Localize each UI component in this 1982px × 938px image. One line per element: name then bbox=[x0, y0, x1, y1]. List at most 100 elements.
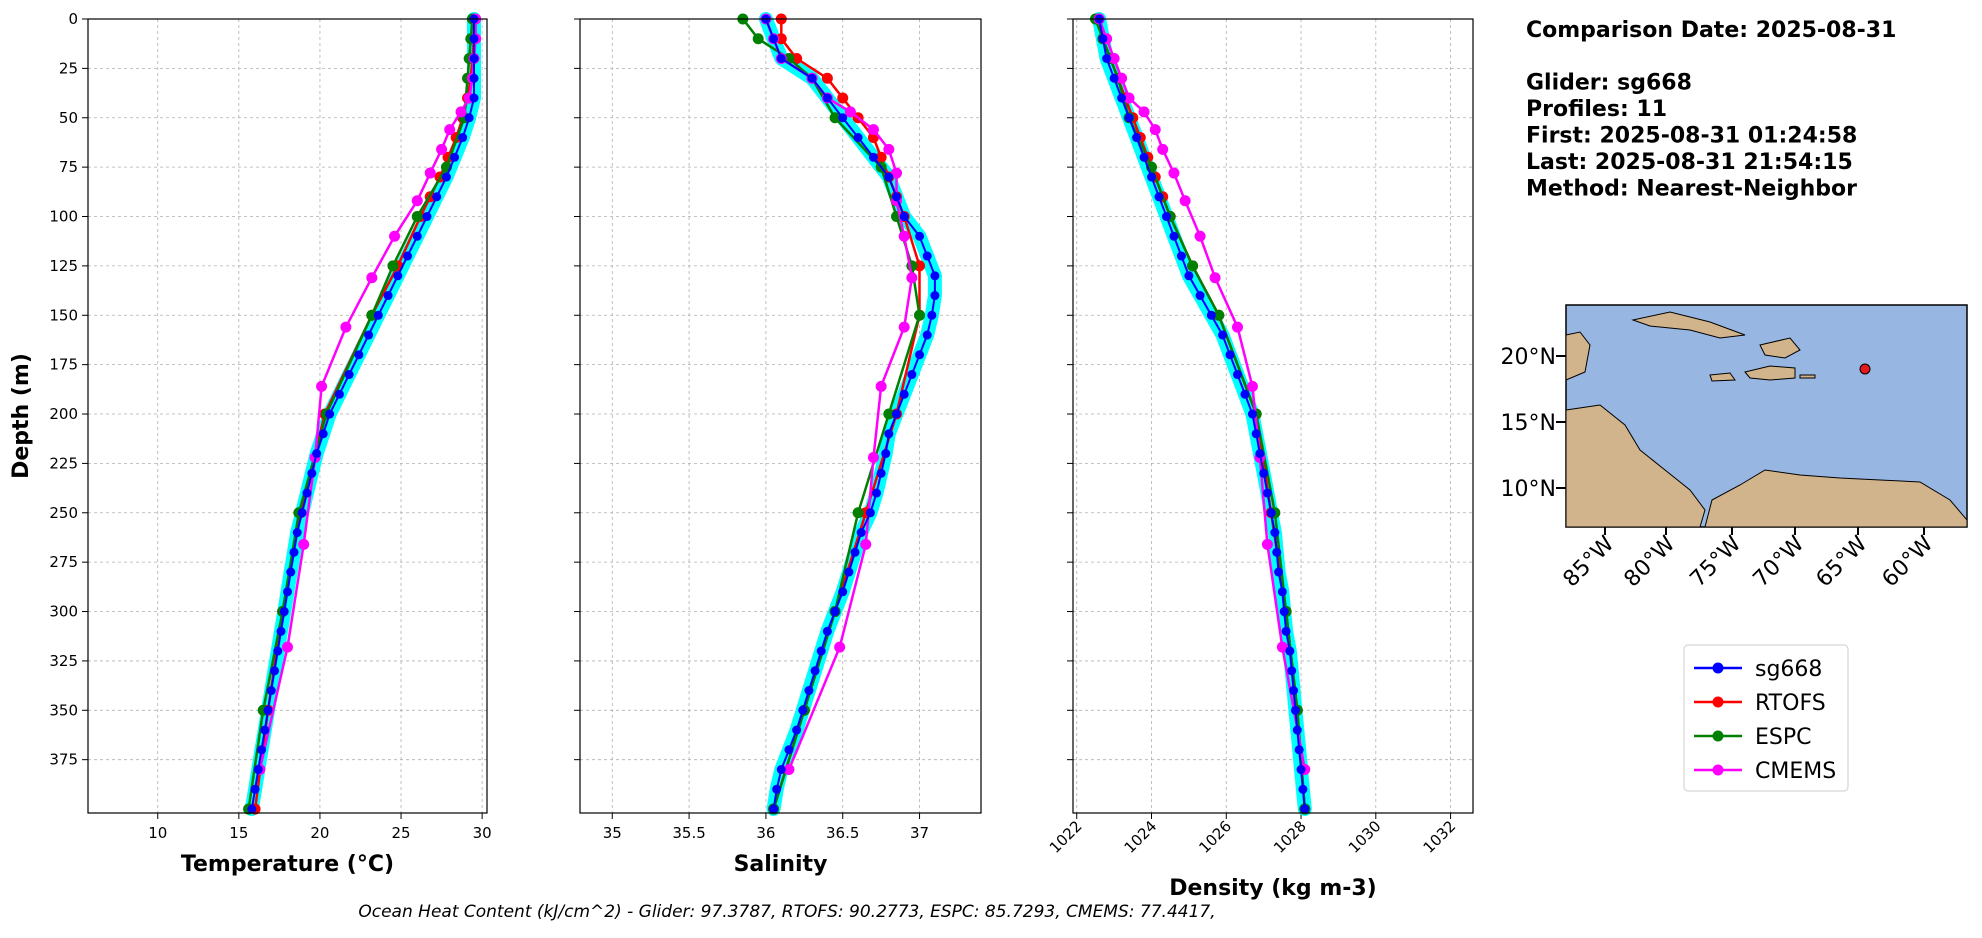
profile-marker bbox=[769, 804, 779, 814]
profile-marker bbox=[883, 408, 895, 420]
profile-marker bbox=[852, 507, 864, 519]
y-tick-label: 75 bbox=[59, 158, 78, 176]
profile-marker bbox=[298, 538, 310, 550]
y-tick-label: 100 bbox=[49, 208, 78, 226]
x-tick-label: 1022 bbox=[1046, 817, 1086, 857]
profile-marker bbox=[875, 380, 887, 392]
profile-marker bbox=[775, 33, 787, 45]
profile-marker bbox=[444, 124, 456, 136]
y-tick-label: 50 bbox=[59, 109, 78, 127]
profile-marker bbox=[915, 231, 925, 241]
map-land bbox=[1704, 469, 1968, 528]
profile-marker bbox=[922, 330, 932, 340]
profile-marker bbox=[807, 73, 817, 83]
profile-marker bbox=[1213, 309, 1225, 321]
profile-marker bbox=[822, 626, 832, 636]
profile-marker bbox=[1116, 72, 1128, 84]
profile-marker bbox=[364, 330, 374, 340]
profile-marker bbox=[1168, 167, 1180, 179]
profile-marker bbox=[389, 230, 401, 242]
profile-marker bbox=[424, 167, 436, 179]
profile-marker bbox=[464, 113, 474, 123]
profile-marker bbox=[1285, 646, 1295, 656]
legend-label: CMEMS bbox=[1755, 759, 1836, 784]
profile-marker bbox=[450, 152, 460, 162]
profile-marker bbox=[393, 271, 403, 281]
profile-marker bbox=[455, 106, 467, 118]
profile-marker bbox=[844, 567, 854, 577]
map-lon-label: 70°W bbox=[1749, 531, 1810, 592]
profile-marker bbox=[891, 192, 901, 202]
profile-marker bbox=[856, 528, 866, 538]
profile-marker bbox=[872, 488, 882, 498]
profile-marker bbox=[1139, 152, 1149, 162]
profile-marker bbox=[1292, 725, 1302, 735]
profile-marker bbox=[260, 725, 270, 735]
profile-marker bbox=[1169, 231, 1179, 241]
profile-marker bbox=[403, 251, 413, 261]
profile-marker bbox=[1274, 567, 1284, 577]
profile-marker bbox=[469, 93, 479, 103]
profile-marker bbox=[270, 666, 280, 676]
profile-marker bbox=[257, 745, 267, 755]
y-tick-label: 275 bbox=[49, 553, 78, 571]
x-tick-label: 20 bbox=[310, 824, 329, 842]
profile-marker bbox=[1187, 260, 1199, 272]
profile-marker bbox=[422, 212, 432, 222]
profile-marker bbox=[302, 488, 312, 498]
profile-marker bbox=[1240, 389, 1250, 399]
x-tick-label: 36.5 bbox=[826, 824, 859, 842]
profile-marker bbox=[469, 73, 479, 83]
profile-marker bbox=[914, 309, 926, 321]
profile-marker bbox=[1225, 350, 1235, 360]
y-tick-label: 175 bbox=[49, 356, 78, 374]
profile-marker bbox=[1123, 92, 1135, 104]
profile-marker bbox=[1179, 195, 1191, 207]
info-line: First: 2025-08-31 01:24:58 bbox=[1526, 124, 1857, 149]
profile-marker bbox=[1300, 804, 1310, 814]
profile-marker bbox=[334, 389, 344, 399]
map-lon-label: 75°W bbox=[1686, 531, 1747, 592]
profile-marker bbox=[829, 112, 841, 124]
profile-marker bbox=[297, 508, 307, 518]
profile-marker bbox=[834, 641, 846, 653]
x-tick-label: 25 bbox=[391, 824, 410, 842]
profile-marker bbox=[1161, 212, 1171, 222]
profile-marker bbox=[798, 705, 808, 715]
info-line: Method: Nearest-Neighbor bbox=[1526, 177, 1857, 202]
map-land bbox=[1565, 404, 1706, 528]
profile-marker bbox=[325, 409, 335, 419]
profile-marker bbox=[354, 350, 364, 360]
profile-marker bbox=[250, 784, 260, 794]
profile-marker bbox=[1246, 380, 1258, 392]
x-tick-label: 15 bbox=[229, 824, 248, 842]
profile-marker bbox=[1261, 538, 1273, 550]
y-tick-label: 250 bbox=[49, 504, 78, 522]
profile-marker bbox=[263, 705, 273, 715]
profile-marker bbox=[883, 143, 895, 155]
profile-marker bbox=[1255, 449, 1265, 459]
profile-marker bbox=[1262, 488, 1272, 498]
profile-marker bbox=[411, 211, 423, 223]
profile-marker bbox=[837, 92, 849, 104]
profile-marker bbox=[383, 291, 393, 301]
profile-line bbox=[764, 18, 914, 770]
profile-marker bbox=[366, 272, 378, 284]
x-axis-label: Temperature (°C) bbox=[181, 852, 394, 877]
x-tick-label: 30 bbox=[473, 824, 492, 842]
profile-marker bbox=[1149, 124, 1161, 136]
profile-marker bbox=[776, 54, 786, 64]
map-lon-label: 60°W bbox=[1878, 531, 1939, 592]
glider-location bbox=[1859, 363, 1871, 375]
profile-marker bbox=[867, 451, 879, 463]
profile-marker bbox=[1296, 765, 1306, 775]
info-line: Last: 2025-08-31 21:54:15 bbox=[1526, 150, 1853, 175]
profile-marker bbox=[469, 54, 479, 64]
profile-marker bbox=[1154, 192, 1164, 202]
profile-marker bbox=[776, 765, 786, 775]
profile-line bbox=[258, 19, 477, 770]
profile-marker bbox=[276, 626, 286, 636]
profile-marker bbox=[927, 310, 937, 320]
profile-marker bbox=[1247, 409, 1257, 419]
